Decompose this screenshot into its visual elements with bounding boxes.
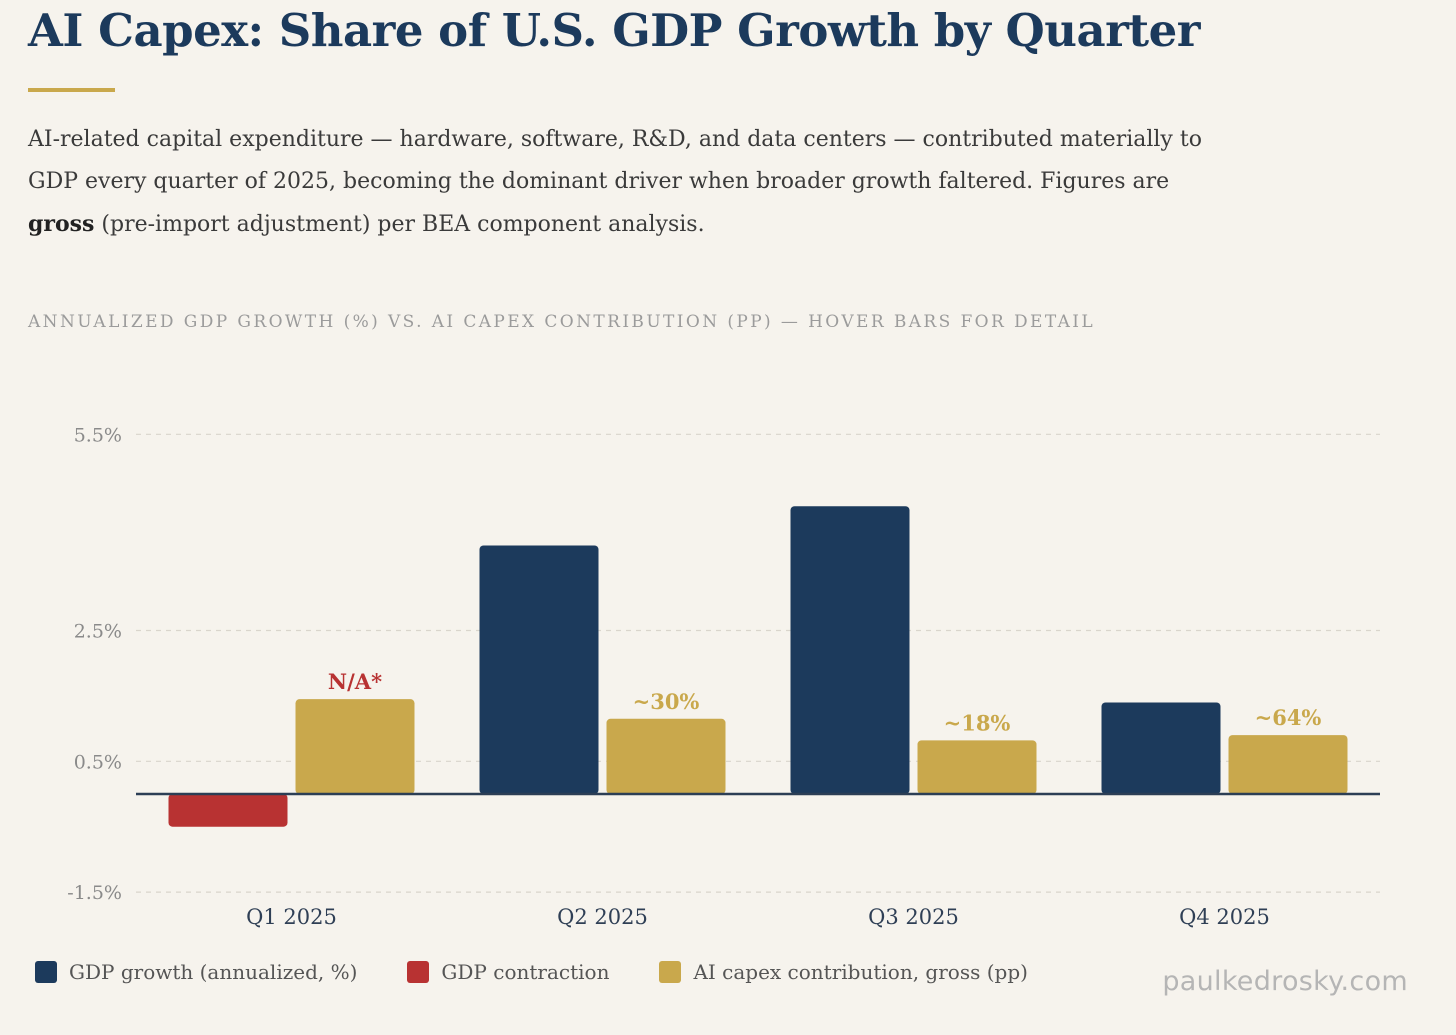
gdp-growth-bar xyxy=(790,506,910,794)
gdp-growth-bar xyxy=(479,545,599,794)
legend-label-gdp-contraction: GDP contraction xyxy=(441,960,610,984)
legend-item-gdp-contraction: GDP contraction xyxy=(407,960,609,984)
chart-legend: GDP growth (annualized, %) GDP contracti… xyxy=(35,960,1078,984)
y-tick-label: 2.5% xyxy=(74,621,122,643)
y-tick-label: 0.5% xyxy=(74,751,122,773)
x-category-label: Q2 2025 xyxy=(557,905,648,929)
gdp-growth-bar xyxy=(1101,702,1221,794)
y-tick-label: 5.5% xyxy=(74,424,122,446)
legend-item-gdp-growth: GDP growth (annualized, %) xyxy=(35,960,357,984)
title-accent-rule xyxy=(28,88,115,92)
intro-paragraph: AI-related capital expenditure — hardwar… xyxy=(28,119,1228,246)
gdp-contraction-bar xyxy=(168,794,288,827)
capex-share-label: ~18% xyxy=(944,710,1011,735)
legend-swatch-gdp-growth xyxy=(35,961,57,983)
x-category-label: Q3 2025 xyxy=(868,905,959,929)
intro-text-1: AI-related capital expenditure — hardwar… xyxy=(28,127,1202,194)
legend-swatch-ai-capex xyxy=(659,961,682,983)
ai-capex-bar xyxy=(917,740,1037,794)
ai-capex-bar xyxy=(606,718,726,794)
y-tick-label: -1.5% xyxy=(67,882,122,904)
intro-bold-gross: gross xyxy=(28,211,95,237)
page-title: AI Capex: Share of U.S. GDP Growth by Qu… xyxy=(28,4,1200,57)
intro-text-2: (pre-import adjustment) per BEA componen… xyxy=(94,212,705,237)
ai-capex-bar xyxy=(1228,735,1348,794)
legend-item-ai-capex: AI capex contribution, gross (pp) xyxy=(659,960,1028,984)
ai-capex-bar xyxy=(295,699,415,794)
x-category-label: Q4 2025 xyxy=(1179,905,1270,929)
bar-chart: 5.5% 2.5% 0.5% -1.5% N/A* Q1 2025 ~30% Q2 2025 ~… xyxy=(67,424,1380,929)
chart-subtitle: ANNUALIZED GDP GROWTH (%) VS. AI CAPEX C… xyxy=(28,312,1096,332)
capex-share-label: N/A* xyxy=(328,669,382,694)
capex-share-label: ~64% xyxy=(1255,705,1322,730)
watermark: paulkedrosky.com xyxy=(1162,966,1408,997)
capex-share-label: ~30% xyxy=(633,689,700,714)
x-category-label: Q1 2025 xyxy=(246,905,337,929)
legend-swatch-gdp-contraction xyxy=(407,961,430,983)
legend-label-gdp-growth: GDP growth (annualized, %) xyxy=(69,960,358,984)
legend-label-ai-capex: AI capex contribution, gross (pp) xyxy=(693,960,1028,984)
